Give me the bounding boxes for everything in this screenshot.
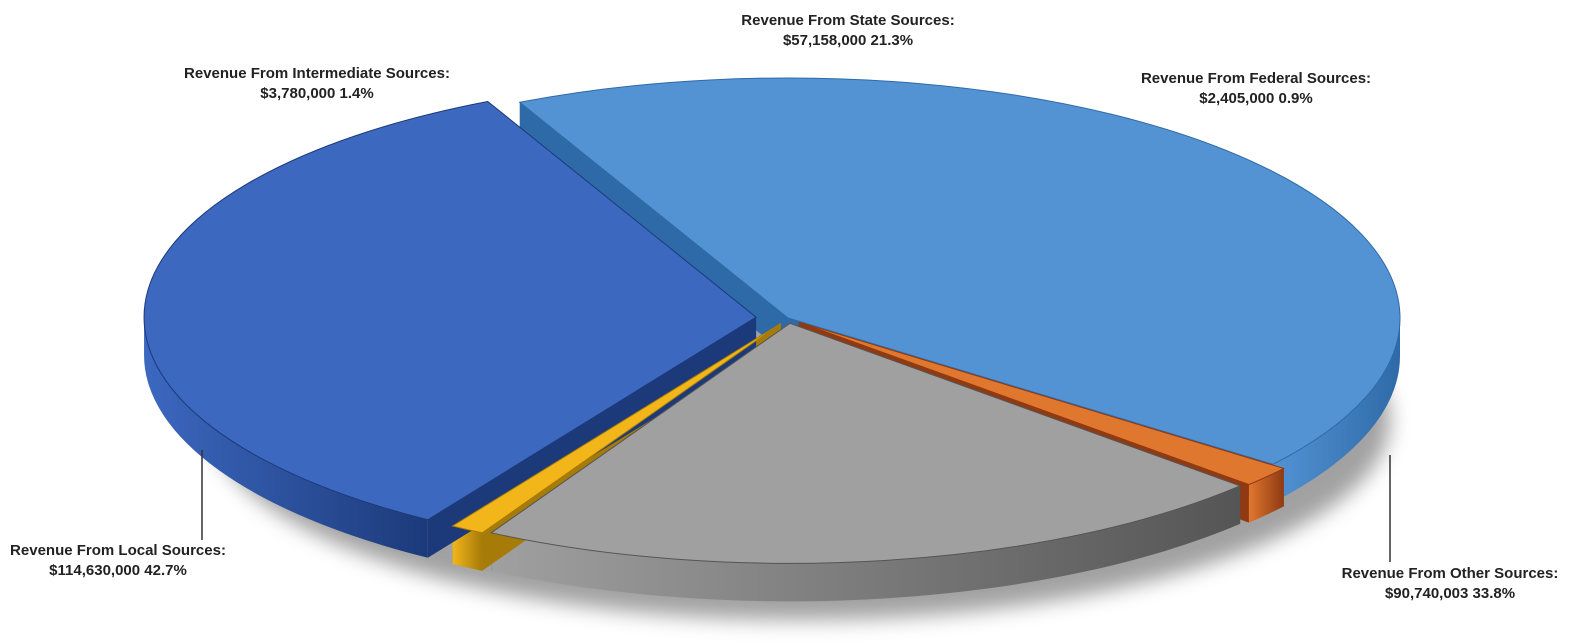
slice-4-label-name: Revenue From Other Sources: xyxy=(1342,565,1559,582)
pie-labels: Revenue From Local Sources: $114,630,000 … xyxy=(10,12,1558,602)
slice-3-label-name: Revenue From Federal Sources: xyxy=(1141,70,1371,87)
slice-4-label-value: $90,740,003 33.8% xyxy=(1385,585,1515,602)
slice-1-label-name: Revenue From Intermediate Sources: xyxy=(184,65,450,82)
slice-1-top xyxy=(798,321,1286,486)
slice-0-top xyxy=(518,77,1401,465)
slice-4-outer-wall xyxy=(144,317,428,558)
slice-3-label-value: $2,405,000 0.9% xyxy=(1199,90,1312,107)
slice-2-top xyxy=(489,322,1242,564)
slice-4-top xyxy=(143,100,757,521)
slice-1-label-value: $3,780,000 1.4% xyxy=(260,85,373,102)
slice-2-label-name: Revenue From State Sources: xyxy=(741,12,954,29)
slice-1-outer-wall xyxy=(1248,468,1284,523)
slice-0-label-value: $114,630,000 42.7% xyxy=(49,562,187,579)
pie-tops xyxy=(143,77,1401,564)
slice-3-top xyxy=(451,322,782,534)
slice-2-outer-wall xyxy=(491,485,1241,602)
slice-0-label-name: Revenue From Local Sources: xyxy=(10,542,226,559)
slice-2-label-value: $57,158,000 21.3% xyxy=(783,32,913,49)
slice-0-outer-wall xyxy=(1273,318,1400,503)
